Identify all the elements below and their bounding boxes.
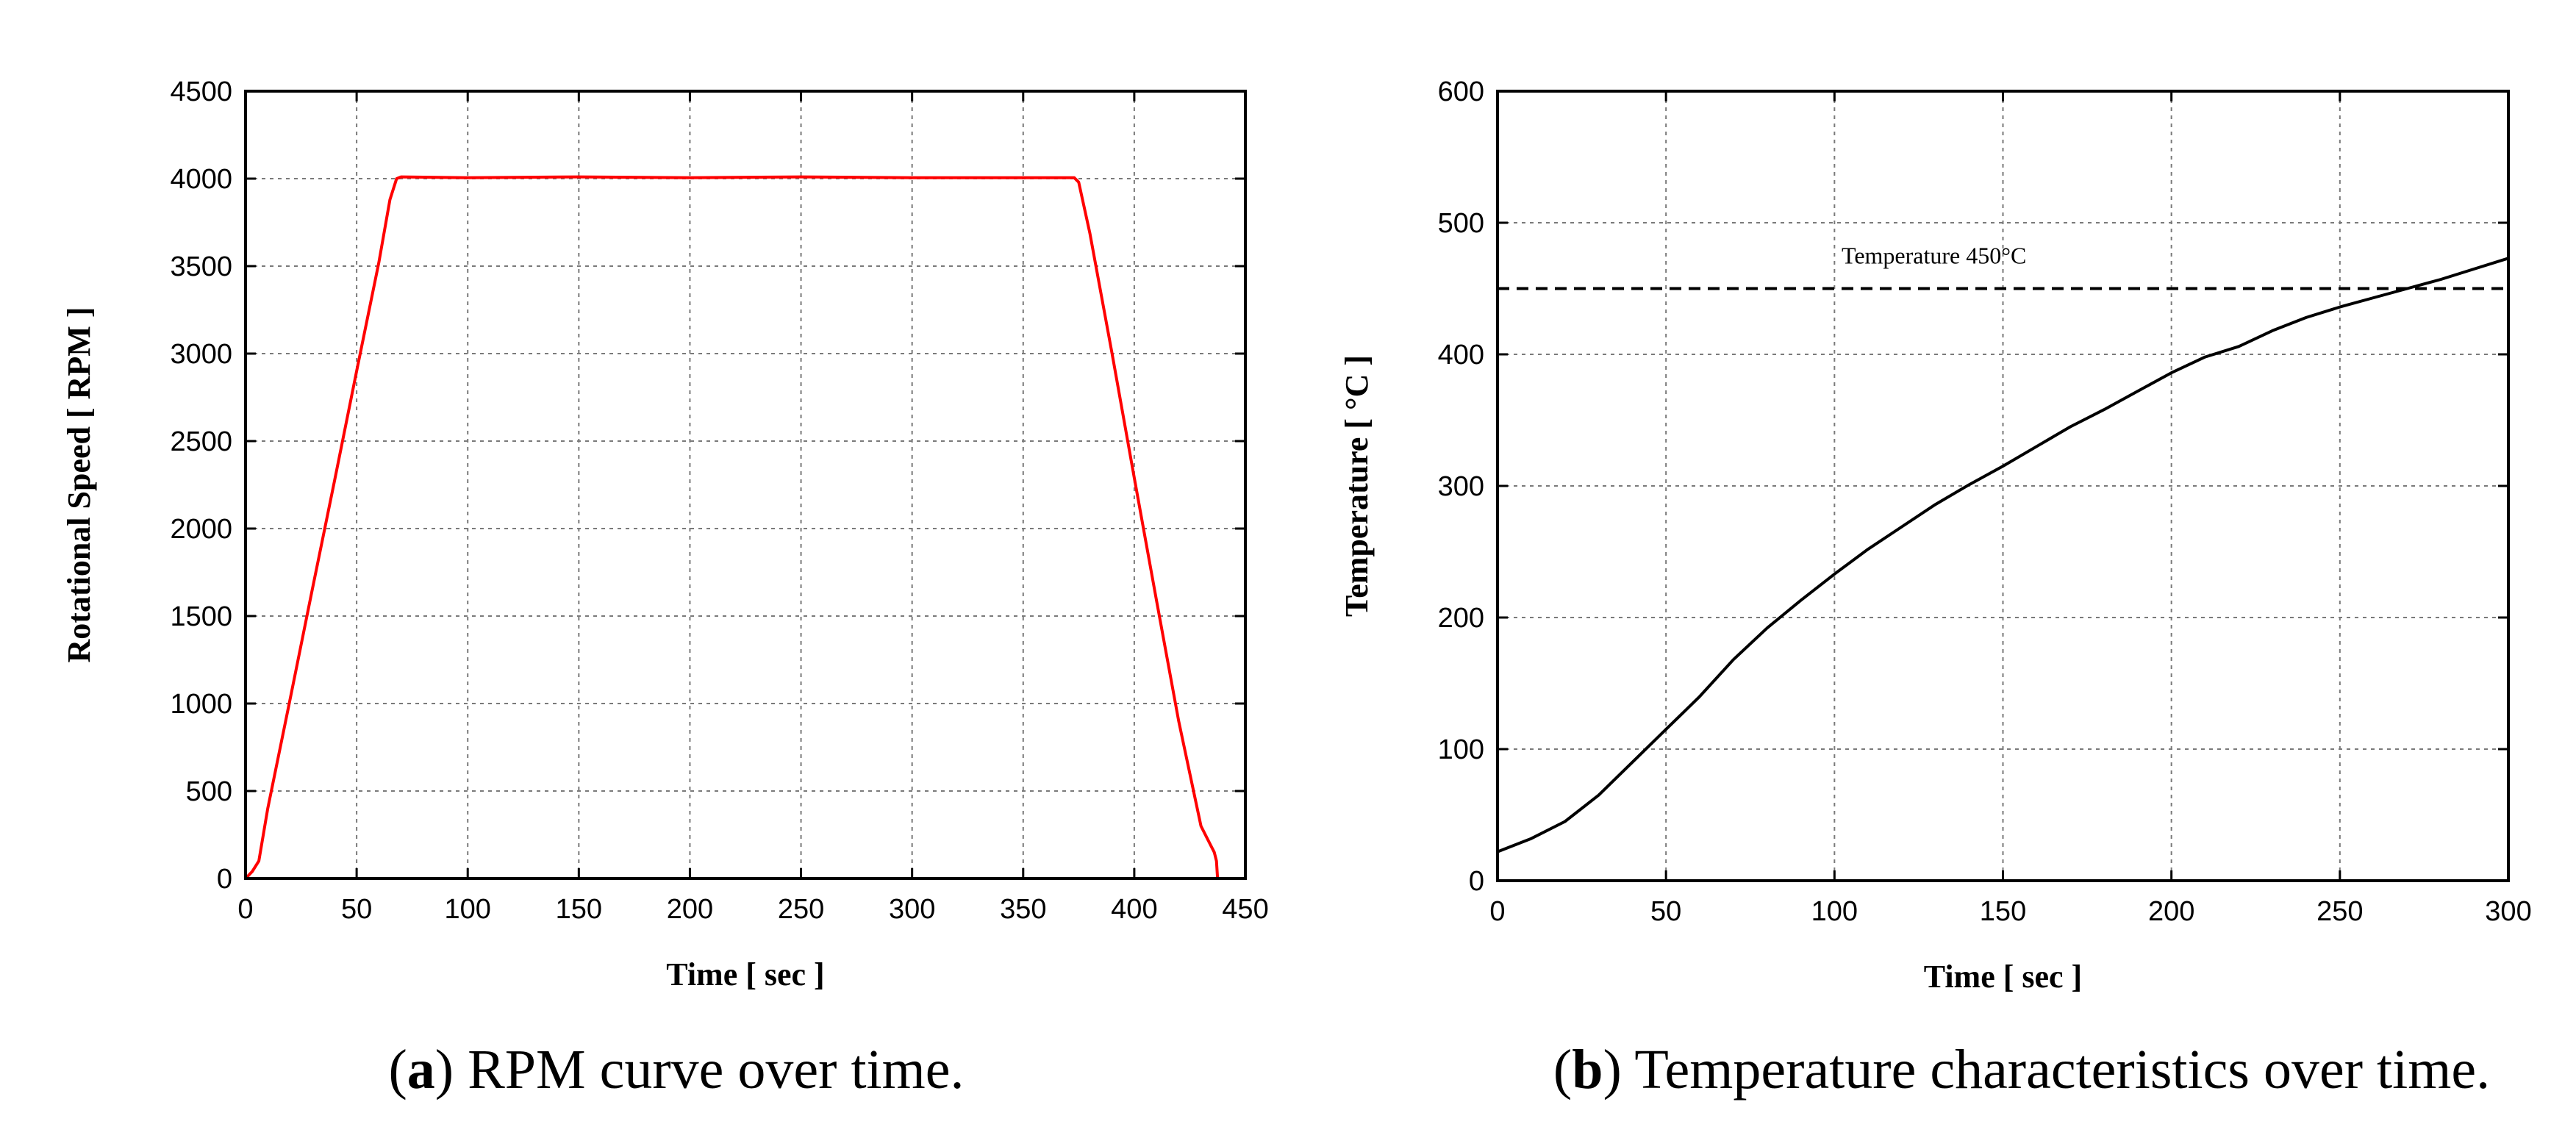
rpm-x-tick-label: 50	[341, 894, 372, 925]
rpm-y-tick-label: 0	[217, 864, 232, 895]
rpm-x-axis-label: Time [ sec ]	[666, 956, 824, 992]
temperature-x-tick-label: 300	[2485, 896, 2531, 927]
temperature-y-tick-label: 300	[1438, 471, 1484, 502]
rpm-plot-frame	[244, 90, 1247, 880]
temperature-chart: Temperature 450°C 0 50 100 150 200 250 300 0 100…	[1339, 76, 2532, 1101]
temperature-series-group	[1496, 257, 2510, 854]
rpm-series-line	[244, 175, 1220, 880]
rpm-x-tick-label: 250	[778, 894, 824, 925]
temperature-y-tick-label: 200	[1438, 603, 1484, 634]
rpm-x-tick-label: 350	[1000, 894, 1046, 925]
rpm-x-tick-label: 0	[237, 894, 253, 925]
caption-b-text: ) Temperature characteristics over time.	[1603, 1039, 2491, 1101]
temperature-y-tick-label: 500	[1438, 208, 1484, 239]
temperature-x-tick-label: 200	[2148, 896, 2194, 927]
temperature-y-tick-label: 0	[1469, 866, 1484, 897]
temperature-series-line	[1496, 257, 2510, 854]
rpm-x-tick-label: 150	[556, 894, 602, 925]
temperature-x-tick-label: 250	[2316, 896, 2363, 927]
temperature-y-axis-label: Temperature [ °C ]	[1339, 355, 1375, 617]
temperature-ticks: 0 50 100 150 200 250 300 0 100 200 300 400 500 600	[1438, 76, 2532, 927]
temperature-y-tick-label: 600	[1438, 76, 1484, 107]
rpm-x-tick-label: 200	[667, 894, 713, 925]
rpm-y-tick-label: 1500	[170, 601, 232, 632]
rpm-y-tick-label: 4500	[170, 76, 232, 107]
rpm-chart: 0 50 100 150 200 250 300 350 400 4500500100015002…	[61, 76, 1269, 1101]
reference-line-label: Temperature 450°C	[1842, 243, 2026, 269]
rpm-y-tick-label: 3000	[170, 339, 232, 370]
rpm-ticks: 0 50 100 150 200 250 300 350 400 4500500100015002…	[170, 76, 1268, 925]
temperature-x-tick-label: 100	[1811, 896, 1858, 927]
rpm-y-tick-label: 2500	[170, 426, 232, 457]
temperature-plot-frame	[1496, 90, 2510, 882]
caption-a: (a) RPM curve over time.	[388, 1039, 964, 1101]
caption-b: (b) Temperature characteristics over tim…	[1553, 1039, 2490, 1101]
caption-a-text: ) RPM curve over time.	[435, 1039, 965, 1101]
temperature-grid	[1498, 91, 2508, 881]
temperature-x-tick-label: 150	[1980, 896, 2026, 927]
rpm-y-tick-label: 1000	[170, 689, 232, 720]
temperature-x-tick-label: 50	[1650, 896, 1681, 927]
rpm-y-tick-label: 3500	[170, 251, 232, 282]
temperature-y-tick-label: 100	[1438, 734, 1484, 765]
rpm-x-tick-label: 450	[1222, 894, 1268, 925]
rpm-x-tick-label: 300	[889, 894, 935, 925]
rpm-y-tick-label: 4000	[170, 164, 232, 195]
temperature-y-tick-label: 400	[1438, 340, 1484, 371]
temperature-x-tick-label: 0	[1489, 896, 1505, 927]
rpm-y-tick-label: 500	[186, 776, 232, 807]
rpm-y-tick-label: 2000	[170, 514, 232, 545]
temperature-x-axis-label: Time [ sec ]	[1924, 959, 2082, 995]
rpm-y-axis-label: Rotational Speed [ RPM ]	[61, 307, 97, 663]
rpm-x-tick-label: 100	[445, 894, 491, 925]
caption-b-letter: b	[1572, 1039, 1603, 1101]
caption-a-letter: a	[407, 1039, 435, 1101]
rpm-grid	[246, 91, 1245, 878]
rpm-x-tick-label: 400	[1111, 894, 1157, 925]
rpm-series-group	[244, 175, 1220, 880]
